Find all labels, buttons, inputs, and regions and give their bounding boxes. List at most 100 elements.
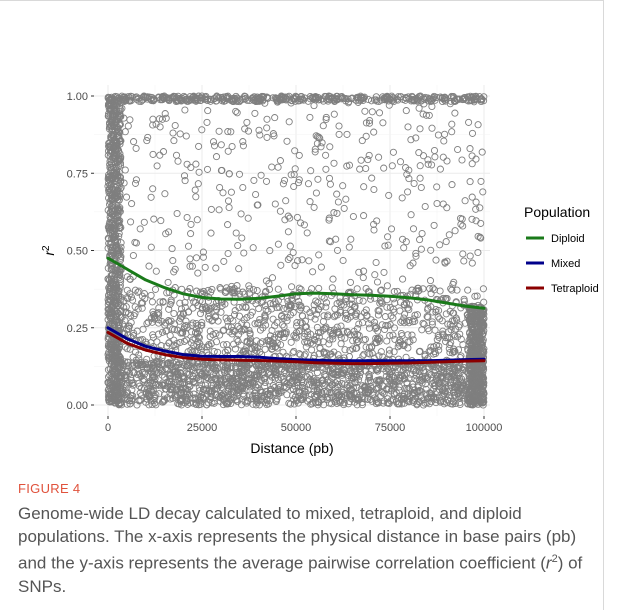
scatter-point bbox=[219, 341, 227, 349]
scatter-point bbox=[201, 381, 209, 389]
scatter-point bbox=[364, 156, 372, 164]
scatter-point bbox=[421, 93, 429, 101]
scatter-point bbox=[310, 335, 318, 343]
scatter-point bbox=[201, 263, 209, 271]
scatter-point bbox=[351, 331, 359, 339]
scatter-point bbox=[170, 268, 178, 276]
scatter-point bbox=[300, 221, 308, 229]
scatter-point bbox=[235, 170, 244, 178]
scatter-point bbox=[432, 256, 440, 264]
scatter-point bbox=[433, 93, 441, 101]
scatter-point bbox=[196, 372, 204, 380]
scatter-point bbox=[447, 326, 455, 334]
scatter-point bbox=[308, 400, 316, 408]
y-axis-title: r2 bbox=[41, 245, 58, 256]
scatter-point bbox=[216, 331, 224, 339]
scatter-point bbox=[407, 211, 415, 219]
scatter-point bbox=[203, 118, 211, 126]
scatter-point bbox=[229, 97, 237, 106]
scatter-point bbox=[440, 387, 449, 395]
scatter-point bbox=[224, 249, 232, 258]
scatter-point bbox=[435, 342, 443, 350]
y-axis-ticks: 0.000.250.500.751.00 bbox=[67, 91, 94, 412]
scatter-point bbox=[454, 333, 462, 341]
scatter-point bbox=[360, 94, 368, 102]
scatter-point bbox=[340, 401, 348, 409]
scatter-point bbox=[422, 111, 430, 119]
scatter-point bbox=[271, 298, 279, 306]
scatter-point bbox=[398, 194, 406, 202]
scatter-point bbox=[329, 335, 337, 343]
figure-label: FIGURE 4 bbox=[18, 481, 81, 496]
scatter-point bbox=[197, 370, 206, 378]
y-axis-title-sup: 2 bbox=[41, 245, 52, 251]
scatter-point bbox=[147, 291, 155, 299]
scatter-point bbox=[263, 133, 271, 141]
scatter-point bbox=[140, 290, 148, 298]
scatter-point bbox=[286, 254, 294, 262]
scatter-point bbox=[360, 350, 368, 358]
scatter-point bbox=[209, 381, 217, 389]
scatter-point bbox=[360, 93, 369, 101]
scatter-point bbox=[244, 397, 252, 405]
scatter-point bbox=[139, 377, 147, 385]
scatter-point bbox=[346, 346, 354, 354]
y-tick-label: 0.25 bbox=[67, 323, 88, 335]
scatter-point bbox=[353, 383, 361, 391]
scatter-point bbox=[402, 107, 410, 115]
scatter-point bbox=[446, 348, 454, 357]
scatter-point bbox=[243, 364, 251, 372]
scatter-point bbox=[240, 347, 248, 356]
scatter-point bbox=[320, 312, 328, 320]
scatter-point bbox=[477, 177, 485, 185]
scatter-point bbox=[379, 389, 387, 397]
scatter-point bbox=[325, 214, 333, 222]
scatter-point bbox=[162, 230, 170, 238]
scatter-point bbox=[426, 285, 434, 293]
scatter-point bbox=[159, 298, 167, 306]
scatter-point bbox=[268, 274, 277, 282]
scatter-point bbox=[393, 389, 401, 397]
scatter-point bbox=[188, 362, 196, 371]
scatter-point bbox=[202, 305, 211, 313]
scatter-point bbox=[144, 133, 152, 141]
scatter-point bbox=[345, 98, 353, 106]
scatter-point bbox=[464, 286, 472, 294]
scatter-point bbox=[430, 382, 438, 390]
scatter-point bbox=[357, 156, 365, 164]
scatter-point bbox=[212, 264, 220, 272]
scatter-point bbox=[381, 242, 389, 250]
scatter-point bbox=[191, 97, 199, 105]
scatter-point bbox=[416, 386, 424, 394]
scatter-point bbox=[445, 231, 453, 239]
scatter-point bbox=[417, 97, 425, 105]
scatter-point bbox=[187, 230, 195, 238]
scatter-point bbox=[404, 123, 412, 131]
scatter-point bbox=[307, 378, 316, 386]
scatter-point bbox=[184, 242, 193, 250]
scatter-point bbox=[443, 157, 451, 165]
scatter-point bbox=[353, 331, 362, 339]
scatter-point bbox=[295, 297, 303, 305]
scatter-point bbox=[440, 400, 448, 408]
scatter-point bbox=[203, 390, 211, 398]
scatter-point bbox=[252, 361, 260, 370]
scatter-point bbox=[183, 96, 191, 104]
scatter-point bbox=[362, 119, 370, 127]
scatter-point bbox=[341, 334, 349, 342]
scatter-point bbox=[330, 159, 338, 167]
scatter-point bbox=[419, 319, 427, 327]
x-tick-label: 25000 bbox=[187, 422, 218, 434]
scatter-point bbox=[171, 121, 179, 130]
scatter-point bbox=[446, 334, 454, 342]
scatter-point bbox=[223, 393, 231, 401]
scatter-point bbox=[468, 160, 476, 168]
scatter-point bbox=[423, 312, 431, 321]
scatter-point bbox=[355, 320, 363, 328]
scatter-point bbox=[396, 158, 405, 166]
scatter-point bbox=[424, 156, 432, 164]
scatter-point bbox=[453, 286, 461, 294]
scatter-point bbox=[399, 235, 407, 243]
scatter-point bbox=[273, 395, 281, 403]
